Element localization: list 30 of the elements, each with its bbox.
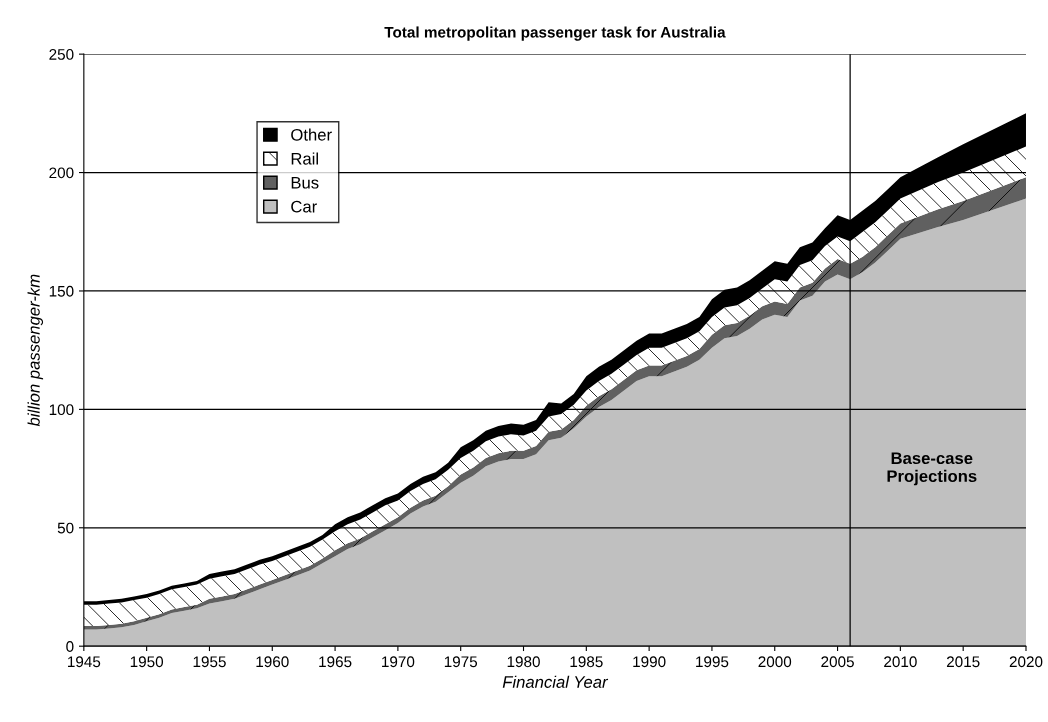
legend-label: Other: [291, 128, 332, 141]
x-tick-label: 1985: [570, 656, 603, 668]
y-tick-label: 0: [66, 641, 74, 652]
y-tick-label: 200: [49, 167, 74, 179]
y-tick-label: 150: [49, 285, 74, 297]
legend-label: Bus: [291, 176, 319, 189]
annotation: Base-case Projections: [887, 452, 977, 486]
x-tick-label: 2020: [1009, 656, 1043, 668]
chart-title: Total metropolitan passenger task for Australia: [384, 26, 726, 41]
x-tick-label: 2015: [946, 656, 980, 668]
x-tick-label: 1990: [633, 656, 666, 668]
x-tick-label: 2005: [821, 656, 854, 668]
x-tick-label: 2010: [884, 656, 917, 668]
x-tick-label: 1980: [507, 656, 540, 668]
y-tick-label: 250: [49, 49, 74, 60]
legend-label: Car: [291, 200, 317, 213]
x-tick-label: 1945: [68, 656, 101, 668]
y-axis-title: billion passenger-km: [27, 274, 44, 427]
x-axis-title: Financial Year: [502, 675, 609, 688]
x-tick-label: 1965: [319, 656, 352, 668]
x-tick-label: 1955: [193, 656, 226, 668]
y-tick-label: 100: [49, 404, 74, 416]
x-tick-label: 2000: [758, 656, 792, 668]
y-tick-label: 50: [57, 522, 74, 534]
x-tick-label: 1975: [444, 656, 478, 668]
x-tick-label: 1960: [256, 656, 289, 668]
x-tick-label: 1950: [130, 656, 164, 668]
x-tick-label: 1970: [382, 656, 415, 668]
x-tick-label: 1995: [696, 656, 729, 668]
legend-label: Rail: [291, 152, 318, 165]
